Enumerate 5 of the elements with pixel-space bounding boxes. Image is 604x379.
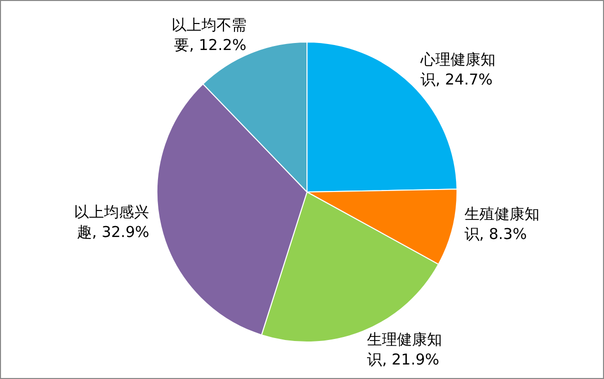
slice-label: 以上均感兴趣, 32.9% <box>74 202 150 241</box>
slice-label: 生殖健康知识, 8.3% <box>464 204 540 243</box>
slice-label: 心理健康知识, 24.7% <box>419 50 496 88</box>
slice-label: 生理健康知识, 21.9% <box>367 330 442 368</box>
slice-label: 以上均不需要, 12.2% <box>171 16 246 54</box>
